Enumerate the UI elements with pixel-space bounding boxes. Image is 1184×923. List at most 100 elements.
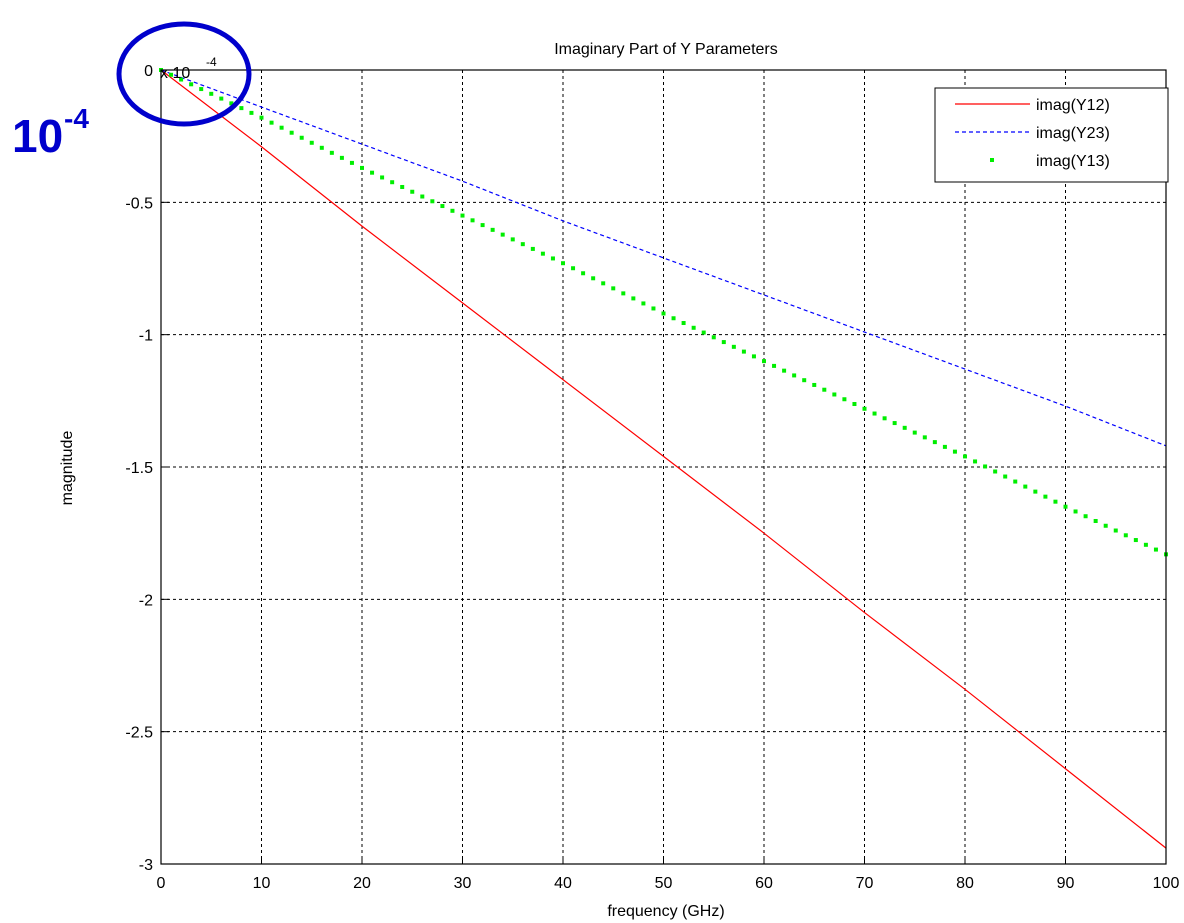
series-point <box>530 246 535 251</box>
series-point <box>872 411 877 416</box>
series-point <box>571 266 576 271</box>
series-point <box>510 237 515 242</box>
legend-label: imag(Y13) <box>1036 153 1110 170</box>
series-point <box>219 96 224 101</box>
legend-label: imag(Y23) <box>1036 125 1110 142</box>
series-point <box>671 316 676 321</box>
series-point <box>500 232 505 237</box>
series-point <box>561 261 565 266</box>
legend-marker <box>990 158 994 162</box>
series-point <box>1153 547 1158 552</box>
series-point <box>762 359 766 364</box>
grid <box>160 69 1167 865</box>
series-point <box>731 344 736 349</box>
scale-annotation: 10 -4 <box>12 21 252 162</box>
series-point <box>390 180 395 185</box>
series-point <box>329 150 334 155</box>
series-line <box>160 69 1167 447</box>
x-tick-label: 40 <box>554 875 572 892</box>
legend-label: imag(Y12) <box>1036 97 1110 114</box>
series-point <box>1053 499 1058 504</box>
legend: imag(Y12) imag(Y23) imag(Y13) <box>934 87 1169 183</box>
series-point <box>520 242 525 247</box>
series-point <box>169 72 174 77</box>
annotation-exponent: -4 <box>64 103 89 134</box>
series-point <box>1013 479 1018 484</box>
series-point <box>661 311 666 316</box>
series-point <box>199 87 204 92</box>
series-point <box>1133 538 1138 543</box>
series-point <box>611 286 616 291</box>
series-point <box>420 194 425 199</box>
series-point <box>751 354 756 359</box>
series-point <box>983 464 988 469</box>
series-point <box>1073 509 1078 514</box>
series-point <box>711 335 716 340</box>
series-point <box>952 449 957 454</box>
series-point <box>299 135 304 140</box>
series-point <box>621 291 626 296</box>
series-point <box>802 378 807 383</box>
series-point <box>942 444 947 449</box>
x-tick-label: 100 <box>1153 875 1180 892</box>
series-point <box>289 130 294 135</box>
series-point <box>540 251 545 256</box>
series-point <box>1023 484 1028 489</box>
y-tick-label: -1.5 <box>125 460 153 477</box>
x-tick-label: 50 <box>655 875 673 892</box>
series-point <box>370 170 375 175</box>
series-point <box>721 340 726 345</box>
series-point <box>912 430 917 435</box>
series-point <box>430 199 435 204</box>
series-point <box>601 281 606 286</box>
series-point <box>279 125 284 130</box>
series-point <box>862 406 867 411</box>
series-point <box>581 271 586 276</box>
x-tick-label: 20 <box>353 875 371 892</box>
series-point <box>782 368 787 373</box>
chart-title: Imaginary Part of Y Parameters <box>554 41 778 58</box>
series-point <box>691 325 696 330</box>
series-point <box>440 204 445 209</box>
series-point <box>209 91 214 96</box>
x-tick-label: 80 <box>956 875 974 892</box>
series-point <box>339 155 344 160</box>
series-point <box>319 145 324 150</box>
y-multiplier-base: x 10 <box>160 65 190 82</box>
series-point <box>269 120 274 125</box>
annotation-circle <box>116 21 252 127</box>
series-point <box>1033 489 1038 494</box>
y-tick-label: -1 <box>139 328 153 345</box>
series-point <box>490 227 495 232</box>
series-point <box>1043 494 1048 499</box>
series-point <box>902 425 907 430</box>
series-point <box>179 77 184 82</box>
x-tick-label: 60 <box>755 875 773 892</box>
series-point <box>772 363 777 368</box>
series-point <box>932 440 937 445</box>
series-line <box>160 69 1167 849</box>
series-point <box>349 160 354 165</box>
y-tick-label: -2 <box>139 592 153 609</box>
y-tick-label: -3 <box>139 857 153 874</box>
series-point <box>249 110 254 115</box>
series-point <box>842 397 847 402</box>
series-point <box>963 454 967 459</box>
x-tick-label: 0 <box>157 875 166 892</box>
series-point <box>410 189 415 194</box>
series-point <box>882 416 887 421</box>
series-point <box>832 392 837 397</box>
y-multiplier-label: x 10 -4 <box>160 55 217 82</box>
series-point <box>259 115 264 120</box>
series-point <box>631 296 636 301</box>
series-point <box>470 218 475 223</box>
series-point <box>380 175 385 180</box>
series-point <box>1063 504 1068 509</box>
series-point <box>852 402 857 407</box>
y-axis-title: magnitude <box>59 431 76 506</box>
series-point <box>1123 533 1128 538</box>
series-point <box>591 276 596 281</box>
series-point <box>1083 514 1088 519</box>
series-point <box>460 213 465 218</box>
